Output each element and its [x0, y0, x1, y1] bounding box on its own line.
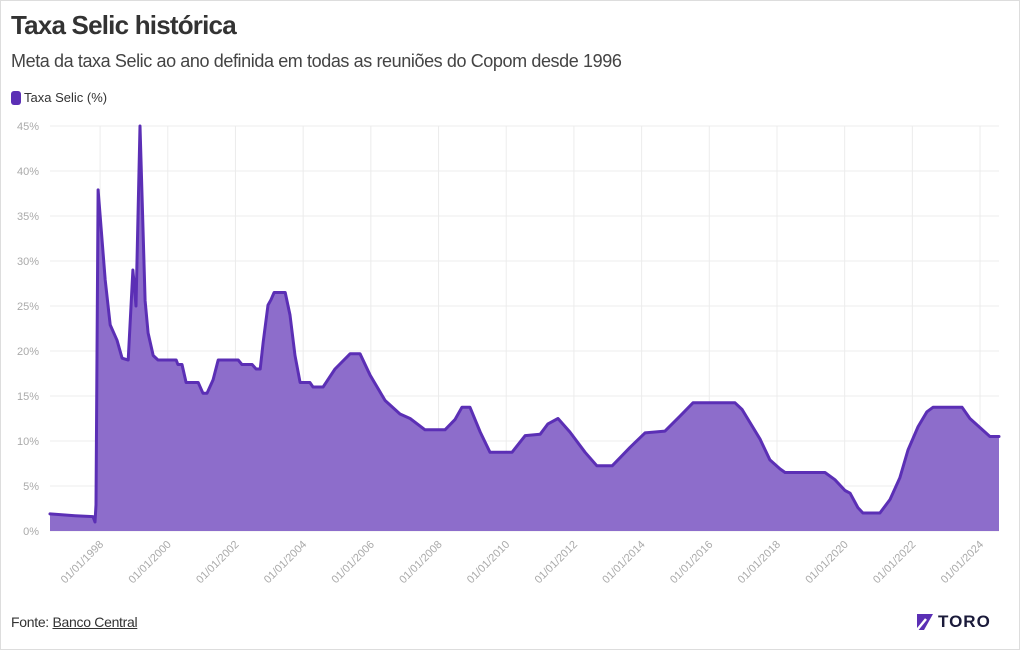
source-link[interactable]: Banco Central [52, 614, 138, 630]
series-area [50, 126, 999, 531]
logo-text: TORO [938, 612, 991, 631]
x-tick-label: 01/01/2016 [668, 539, 715, 586]
x-tick-label: 01/01/2014 [600, 539, 647, 586]
x-tick-label: 01/01/2020 [803, 539, 850, 586]
y-tick-label: 0% [23, 526, 39, 538]
toro-logo-icon [916, 614, 933, 631]
y-tick-label: 35% [17, 211, 39, 223]
y-tick-label: 45% [17, 121, 39, 133]
legend-swatch [11, 90, 21, 105]
source-footer: Fonte: Banco Central [11, 614, 138, 630]
x-tick-label: 01/01/2000 [126, 539, 173, 586]
x-tick-label: 01/01/2024 [939, 539, 986, 586]
y-tick-label: 25% [17, 301, 39, 313]
x-tick-label: 01/01/2012 [533, 539, 580, 586]
y-tick-label: 40% [17, 166, 39, 178]
x-tick-label: 01/01/2010 [465, 539, 512, 586]
source-label: Fonte: [11, 614, 49, 630]
x-tick-label: 01/01/2006 [330, 539, 377, 586]
x-tick-label: 01/01/2008 [397, 539, 444, 586]
y-tick-label: 15% [17, 391, 39, 403]
x-tick-label: 01/01/2018 [736, 539, 783, 586]
legend-label: Taxa Selic (%) [24, 90, 108, 105]
legend[interactable]: Taxa Selic (%) [11, 90, 107, 105]
y-tick-label: 10% [17, 436, 39, 448]
y-tick-label: 5% [23, 481, 39, 493]
series-line [48, 124, 1001, 524]
y-tick-label: 20% [17, 346, 39, 358]
chart-title: Taxa Selic histórica [11, 10, 237, 40]
toro-logo: TORO [914, 612, 991, 632]
x-tick-label: 01/01/1998 [59, 539, 106, 586]
x-tick-label: 01/01/2002 [194, 539, 241, 586]
chart-subtitle: Meta da taxa Selic ao ano definida em to… [11, 51, 622, 71]
y-tick-label: 30% [17, 256, 39, 268]
x-tick-label: 01/01/2022 [871, 539, 918, 586]
x-tick-label: 01/01/2004 [262, 539, 309, 586]
